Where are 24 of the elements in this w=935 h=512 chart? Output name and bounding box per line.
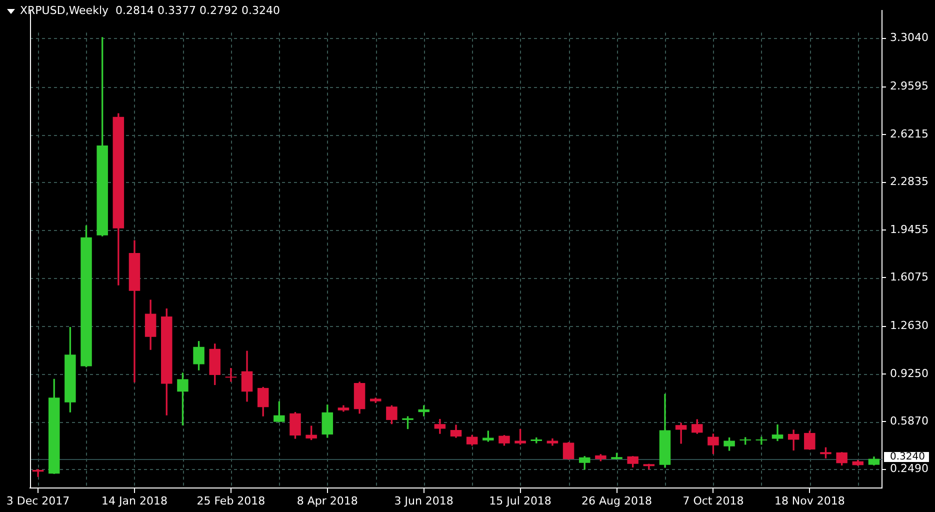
chart-title: XRPUSD,Weekly 0.2814 0.3377 0.2792 0.3240: [20, 4, 280, 17]
x-tick-label: 7 Oct 2018: [682, 494, 744, 508]
y-tick-label: 3.3040: [890, 31, 928, 44]
x-tick-label: 8 Apr 2018: [296, 494, 358, 508]
ref-line-label: 0.3240: [890, 452, 925, 463]
candlestick: [225, 368, 237, 382]
y-tick-label: 2.2835: [890, 175, 928, 188]
x-tick-label: 3 Jun 2018: [394, 494, 454, 508]
y-tick-label: 2.9595: [890, 80, 928, 93]
x-tick-label: 25 Feb 2018: [196, 494, 266, 508]
y-tick-label: 0.2490: [890, 462, 928, 476]
candlestick: [756, 436, 768, 445]
x-tick-label: 14 Jan 2018: [102, 494, 168, 508]
candlestick: [675, 422, 687, 444]
x-tick-label: 15 Jul 2018: [489, 494, 552, 508]
y-tick-label: 1.6075: [890, 270, 928, 284]
y-tick-label: 1.2630: [890, 319, 928, 332]
x-tick-label: 26 Aug 2018: [582, 494, 652, 508]
y-tick-label: 0.9250: [890, 366, 928, 380]
y-tick-label: 2.6215: [890, 127, 928, 140]
y-tick-label: 0.5870: [890, 414, 928, 428]
y-tick-label: 1.9455: [890, 222, 928, 236]
x-tick-label: 18 Nov 2018: [774, 494, 845, 508]
x-tick-label: 3 Dec 2017: [6, 494, 70, 508]
